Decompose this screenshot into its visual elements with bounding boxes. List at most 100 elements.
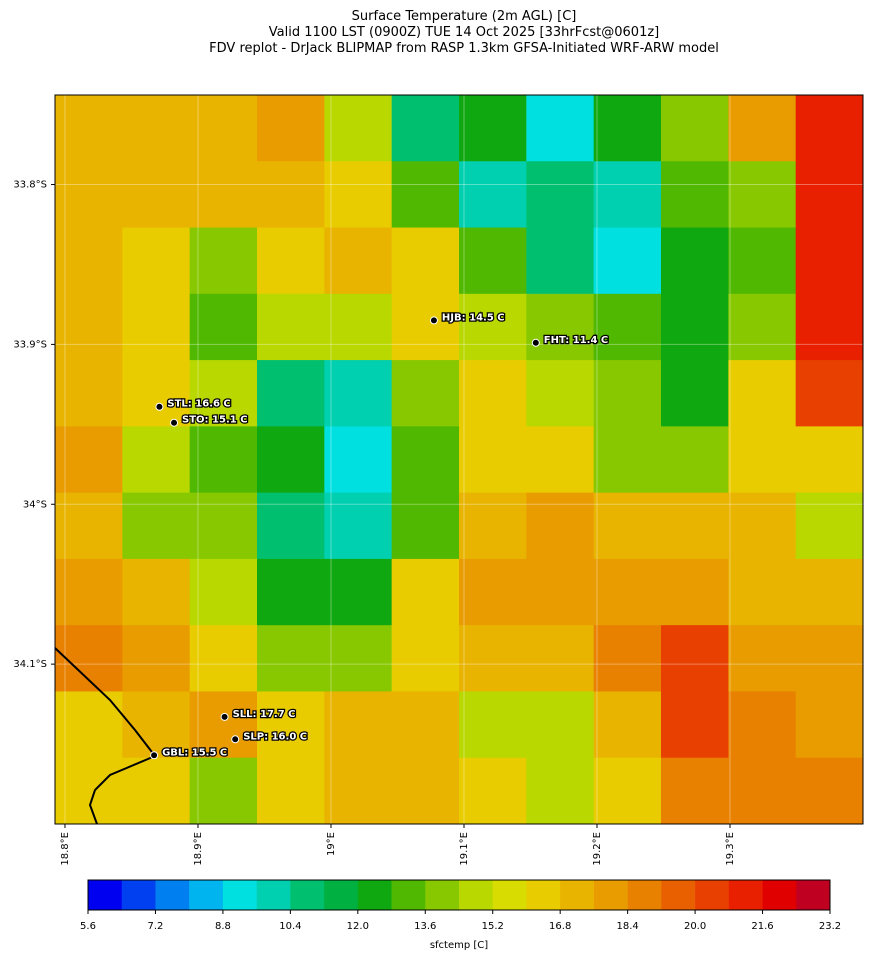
heat-cell bbox=[526, 691, 595, 759]
title-line: Valid 1100 LST (0900Z) TUE 14 Oct 2025 [… bbox=[269, 25, 659, 40]
heat-cell bbox=[257, 95, 325, 162]
heat-cell bbox=[189, 625, 258, 692]
heat-cell bbox=[728, 293, 797, 361]
heat-cell bbox=[257, 558, 325, 626]
heat-cell bbox=[391, 691, 460, 759]
heat-cell bbox=[661, 293, 729, 361]
colorbar-tick-label: 18.4 bbox=[617, 921, 639, 932]
heat-cell bbox=[593, 293, 662, 361]
colorbar-cell bbox=[290, 880, 325, 910]
heat-cell bbox=[122, 426, 191, 494]
heat-cell bbox=[661, 426, 729, 494]
colorbar-frame bbox=[87, 879, 831, 911]
heat-cell bbox=[526, 492, 595, 560]
station-marker bbox=[220, 712, 229, 721]
heat-cell bbox=[593, 492, 662, 560]
heat-cell bbox=[593, 558, 662, 626]
heat-cell bbox=[391, 757, 460, 825]
title-line: FDV replot - DrJack BLIPMAP from RASP 1.… bbox=[209, 41, 719, 56]
heat-cell bbox=[324, 691, 393, 759]
heat-cell bbox=[122, 625, 191, 692]
colorbar-cell bbox=[189, 880, 224, 910]
heat-cell bbox=[257, 691, 325, 759]
heat-cell bbox=[257, 492, 325, 560]
colorbar-tick-label: 20.0 bbox=[684, 921, 706, 932]
y-tick-label: 34.1°S bbox=[13, 659, 47, 670]
colorbar-cell bbox=[155, 880, 190, 910]
y-tick-label: 33.8°S bbox=[13, 180, 47, 191]
coastline bbox=[54, 647, 157, 825]
heat-cell bbox=[189, 558, 258, 626]
heat-cell bbox=[324, 426, 393, 494]
heat-cell bbox=[593, 227, 662, 295]
heat-cell bbox=[661, 95, 729, 162]
heat-cell bbox=[189, 227, 258, 295]
heat-cell bbox=[526, 293, 595, 361]
heat-cell bbox=[661, 227, 729, 295]
heat-cell bbox=[728, 161, 797, 229]
station-marker bbox=[531, 338, 540, 347]
heat-cell bbox=[593, 691, 662, 759]
heat-cell bbox=[391, 95, 460, 162]
heat-cell bbox=[324, 95, 393, 162]
map-frame bbox=[54, 94, 864, 825]
heat-cell bbox=[728, 227, 797, 295]
heat-cell bbox=[391, 558, 460, 626]
heat-cell bbox=[55, 558, 123, 626]
colorbar-cell bbox=[357, 880, 392, 910]
colorbar-cell bbox=[324, 880, 359, 910]
colorbar-cell bbox=[728, 880, 763, 910]
colorbar-cell bbox=[459, 880, 494, 910]
y-tick-label: 34°S bbox=[23, 499, 47, 510]
heat-cell bbox=[189, 293, 258, 361]
x-tick-label: 19.1°E bbox=[459, 832, 470, 866]
station-label: STO: 15.1 C bbox=[182, 415, 248, 426]
heat-cell bbox=[661, 757, 729, 825]
heat-cell bbox=[459, 161, 527, 229]
heat-cell bbox=[55, 360, 123, 427]
heat-cell bbox=[55, 95, 123, 162]
heat-cell bbox=[728, 558, 797, 626]
station-marker bbox=[170, 418, 179, 427]
heat-cell bbox=[526, 625, 595, 692]
heat-cell bbox=[661, 161, 729, 229]
heat-cell bbox=[526, 558, 595, 626]
heat-cell bbox=[324, 360, 393, 427]
colorbar-cell bbox=[560, 880, 595, 910]
heat-cell bbox=[795, 95, 864, 162]
heat-cell bbox=[593, 161, 662, 229]
heat-cell bbox=[661, 360, 729, 427]
heat-cell bbox=[795, 625, 864, 692]
x-tick-label: 19°E bbox=[326, 832, 337, 856]
heat-cell bbox=[526, 161, 595, 229]
heat-cell bbox=[324, 293, 393, 361]
heat-cell bbox=[55, 161, 123, 229]
heat-cell bbox=[459, 625, 527, 692]
colorbar-cell bbox=[425, 880, 460, 910]
heat-cell bbox=[728, 360, 797, 427]
heat-cell bbox=[661, 492, 729, 560]
heat-cell bbox=[728, 757, 797, 825]
heat-cell bbox=[324, 625, 393, 692]
heat-cell bbox=[459, 757, 527, 825]
colorbar-tick-label: 23.2 bbox=[819, 921, 841, 932]
station-marker bbox=[150, 751, 159, 760]
heat-cell bbox=[661, 558, 729, 626]
heat-cell bbox=[122, 492, 191, 560]
heat-cell bbox=[459, 492, 527, 560]
heat-cell bbox=[324, 558, 393, 626]
heat-cell bbox=[324, 161, 393, 229]
colorbar-cell bbox=[593, 880, 628, 910]
colorbar-tick-label: 8.8 bbox=[215, 921, 231, 932]
x-tick-label: 18.9°E bbox=[193, 832, 204, 866]
heat-cell bbox=[122, 691, 191, 759]
x-tick-label: 19.2°E bbox=[592, 832, 603, 866]
heat-cell bbox=[526, 360, 595, 427]
heat-cell bbox=[526, 227, 595, 295]
heat-cell bbox=[122, 161, 191, 229]
colorbar-cell bbox=[796, 880, 831, 910]
colorbar-tick-label: 10.4 bbox=[279, 921, 301, 932]
heat-cell bbox=[189, 360, 258, 427]
x-tick-label: 19.3°E bbox=[725, 832, 736, 866]
heat-cell bbox=[189, 95, 258, 162]
